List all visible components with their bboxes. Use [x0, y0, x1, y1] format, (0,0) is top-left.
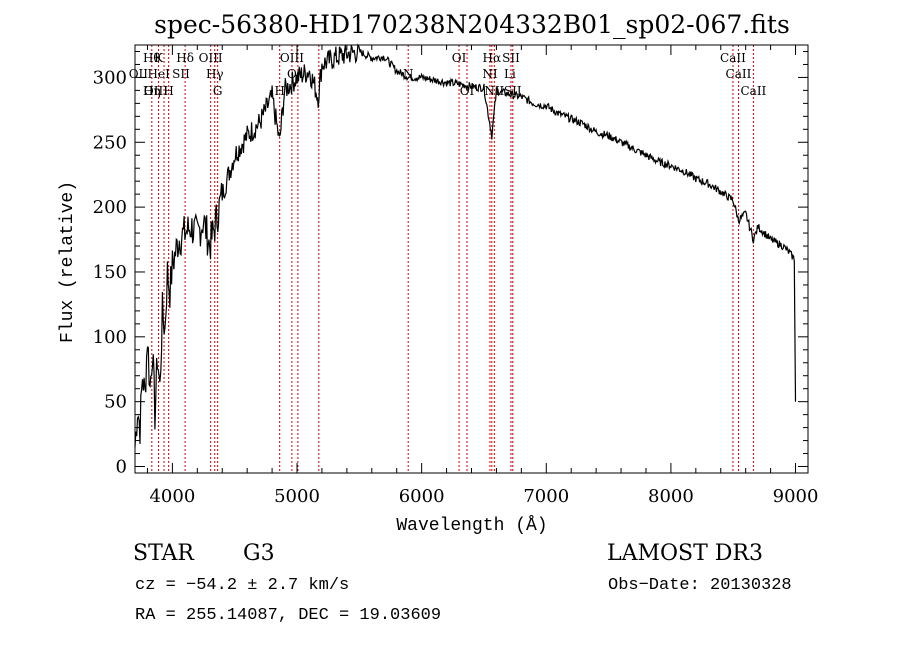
line-marker-label: OIII — [280, 51, 304, 65]
x-tick-label: 6000 — [399, 486, 445, 507]
x-tick-label: 9000 — [773, 486, 819, 507]
y-tick-label: 0 — [116, 457, 127, 478]
line-marker-label: SII — [502, 51, 520, 65]
line-marker-label: CaII — [726, 67, 752, 81]
line-marker-label: H — [274, 84, 284, 98]
line-marker-label: NI — [482, 67, 498, 81]
coordinates: RA = 255.14087, DEC = 19.03609 — [135, 606, 441, 625]
y-axis-label: Flux (relative) — [58, 181, 78, 343]
x-tick-label: 8000 — [648, 486, 694, 507]
line-marker-label: H — [163, 84, 173, 98]
line-marker-label: OII — [129, 67, 149, 81]
x-tick-label: 4000 — [149, 486, 195, 507]
spectral-line-markers — [151, 45, 754, 473]
x-axis: 4000 5000 6000 7000 8000 9000 — [146, 45, 819, 507]
line-marker-label: HeI — [148, 67, 171, 81]
line-marker-label: Hα — [483, 51, 502, 65]
line-marker-label: OIII — [199, 51, 223, 65]
line-marker-label: SII — [172, 67, 190, 81]
line-marker-label: CaII — [720, 51, 746, 65]
y-axis: 0 50 100 150 200 250 300 — [93, 50, 808, 478]
y-tick-label: 150 — [93, 262, 127, 283]
spectrum-line — [134, 43, 797, 448]
x-tick-label: 5000 — [274, 486, 320, 507]
line-marker-label: CaII — [740, 84, 766, 98]
x-tick-label: 7000 — [523, 486, 569, 507]
y-tick-label: 250 — [93, 132, 127, 153]
line-marker-label: G — [213, 84, 223, 98]
line-marker-label: Hγ — [206, 67, 224, 81]
x-axis-label: Wavelength (Å) — [396, 515, 547, 536]
obs-date: Obs−Date: 20130328 — [608, 576, 792, 595]
survey-name: LAMOST DR3 — [607, 541, 763, 566]
object-subclass: G3 — [243, 541, 275, 566]
y-tick-label: 50 — [104, 392, 127, 413]
line-marker-label: N — [403, 67, 414, 81]
redshift-text: cz = −54.2 ± 2.7 km/s — [135, 576, 349, 595]
line-marker-label: Hθ — [143, 51, 161, 65]
line-marker-label: Li — [504, 67, 516, 81]
line-marker-label: K — [154, 51, 164, 65]
chart-title: spec-56380-HD170238N204332B01_sp02-067.f… — [154, 10, 790, 39]
line-marker-label: Hη — [143, 84, 161, 98]
line-marker-label: Hδ — [176, 51, 194, 65]
plot-frame — [134, 44, 809, 474]
line-marker-label: OIII — [144, 84, 168, 98]
line-marker-label: OI — [452, 51, 467, 65]
object-class: STAR — [133, 541, 195, 566]
y-tick-label: 200 — [93, 197, 127, 218]
y-tick-label: 100 — [93, 327, 127, 348]
y-tick-label: 300 — [93, 67, 127, 88]
